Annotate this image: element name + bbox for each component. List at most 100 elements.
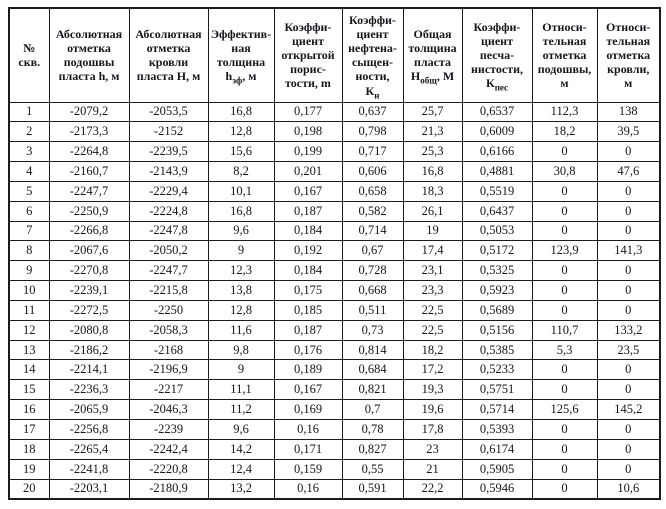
cell-open-porosity: 0,187 [273, 319, 343, 341]
cell-oil-saturation: 0,637 [341, 101, 404, 123]
cell-abs-mark-top: -2053,5 [128, 101, 209, 123]
cell-rel-mark-bottom: 0 [531, 141, 598, 163]
cell-oil-saturation: 0,73 [341, 319, 404, 341]
cell-oil-saturation: 0,668 [341, 280, 404, 301]
cell-open-porosity: 0,167 [273, 379, 343, 401]
table-row: 2 -2173,3 -2152 12,8 0,198 0,798 21,3 0,6009 18,… [8, 121, 661, 143]
cell-rel-mark-bottom: 0 [531, 458, 598, 480]
cell-abs-mark-top: -2247,7 [128, 260, 209, 282]
cell-abs-mark-bottom: -2067,6 [48, 240, 130, 262]
cell-rel-mark-top: 0 [596, 220, 661, 242]
cell-oil-saturation: 0,591 [341, 478, 404, 500]
table-row: 16 -2065,9 -2046,3 11,2 0,169 0,7 19,6 0,5714 12… [8, 399, 661, 420]
table-row: 11 -2272,5 -2250 12,8 0,185 0,511 22,5 0,5689 0 0 [8, 299, 661, 321]
cell-total-thickness: 17,2 [402, 359, 463, 381]
cell-total-thickness: 17,8 [402, 419, 463, 440]
cell-total-thickness: 18,2 [402, 339, 463, 361]
cell-rel-mark-top: 0 [596, 299, 661, 321]
cell-open-porosity: 0,176 [273, 339, 343, 361]
cell-abs-mark-top: -2239,5 [128, 141, 209, 163]
cell-oil-saturation: 0,582 [341, 200, 404, 222]
table-row: 5 -2247,7 -2229,4 10,1 0,167 0,658 18,3 0,5519 0… [8, 180, 661, 202]
cell-well-no: 16 [8, 399, 50, 420]
cell-eff-thickness: 16,8 [207, 101, 275, 123]
cell-total-thickness: 26,1 [402, 200, 463, 222]
table-row: 4 -2160,7 -2143,9 8,2 0,201 0,606 16,8 0,4881 30… [8, 161, 661, 182]
cell-oil-saturation: 0,717 [341, 141, 404, 163]
cell-abs-mark-top: -2217 [128, 379, 209, 401]
cell-well-no: 1 [8, 101, 50, 123]
cell-rel-mark-top: 145,2 [596, 399, 661, 420]
cell-rel-mark-bottom: 0 [531, 419, 598, 440]
cell-rel-mark-top: 0 [596, 280, 661, 301]
cell-rel-mark-top: 0 [596, 141, 661, 163]
cell-oil-saturation: 0,606 [341, 161, 404, 182]
cell-well-no: 4 [8, 161, 50, 182]
cell-oil-saturation: 0,78 [341, 419, 404, 440]
header-row: № скв. Абсолютная отметка подошвы пласта … [8, 7, 661, 103]
table-row: 9 -2270,8 -2247,7 12,3 0,184 0,728 23,1 0,5325 0… [8, 260, 661, 282]
table-row: 13 -2186,2 -2168 9,8 0,176 0,814 18,2 0,5385 5,3… [8, 339, 661, 361]
cell-rel-mark-bottom: 0 [531, 359, 598, 381]
cell-total-thickness: 25,3 [402, 141, 463, 163]
cell-abs-mark-top: -2247,8 [128, 220, 209, 242]
header-subscript: пес [494, 82, 508, 93]
cell-open-porosity: 0,185 [273, 299, 343, 321]
cell-open-porosity: 0,177 [273, 101, 343, 123]
column-header-abs-mark-top: Абсолютная отметка кровли пласта Н, м [128, 7, 209, 103]
cell-abs-mark-top: -2215,8 [128, 280, 209, 301]
cell-abs-mark-bottom: -2160,7 [48, 161, 130, 182]
cell-total-thickness: 23,3 [402, 280, 463, 301]
cell-sandiness: 0,5325 [461, 260, 533, 282]
cell-abs-mark-bottom: -2241,8 [48, 458, 130, 480]
cell-abs-mark-bottom: -2079,2 [48, 101, 130, 123]
cell-total-thickness: 23,1 [402, 260, 463, 282]
cell-sandiness: 0,5714 [461, 399, 533, 420]
cell-rel-mark-top: 0 [596, 458, 661, 480]
cell-oil-saturation: 0,814 [341, 339, 404, 361]
cell-eff-thickness: 11,2 [207, 399, 275, 420]
cell-abs-mark-bottom: -2173,3 [48, 121, 130, 143]
cell-rel-mark-bottom: 0 [531, 379, 598, 401]
cell-abs-mark-bottom: -2265,4 [48, 438, 130, 460]
cell-abs-mark-top: -2058,3 [128, 319, 209, 341]
cell-eff-thickness: 9 [207, 240, 275, 262]
cell-sandiness: 0,5923 [461, 280, 533, 301]
cell-total-thickness: 19,3 [402, 379, 463, 401]
cell-rel-mark-top: 0 [596, 379, 661, 401]
cell-abs-mark-bottom: -2203,1 [48, 478, 130, 500]
cell-rel-mark-bottom: 123,9 [531, 240, 598, 262]
cell-abs-mark-bottom: -2186,2 [48, 339, 130, 361]
cell-rel-mark-bottom: 18,2 [531, 121, 598, 143]
table-row: 14 -2214,1 -2196,9 9 0,189 0,684 17,2 0,5233 0 0 [8, 359, 661, 381]
cell-abs-mark-bottom: -2270,8 [48, 260, 130, 282]
cell-abs-mark-top: -2046,3 [128, 399, 209, 420]
cell-abs-mark-bottom: -2272,5 [48, 299, 130, 321]
cell-eff-thickness: 11,6 [207, 319, 275, 341]
cell-total-thickness: 16,8 [402, 161, 463, 182]
cell-eff-thickness: 9,6 [207, 419, 275, 440]
table-row: 10 -2239,1 -2215,8 13,8 0,175 0,668 23,3 0,5923… [8, 280, 661, 301]
cell-open-porosity: 0,169 [273, 399, 343, 420]
column-header-total-thickness: Общая толщина пласта Нобщ, М [402, 7, 463, 103]
cell-abs-mark-bottom: -2264,8 [48, 141, 130, 163]
cell-abs-mark-bottom: -2236,3 [48, 379, 130, 401]
cell-open-porosity: 0,16 [273, 478, 343, 500]
cell-rel-mark-top: 23,5 [596, 339, 661, 361]
cell-well-no: 7 [8, 220, 50, 242]
cell-sandiness: 0,6537 [461, 101, 533, 123]
cell-sandiness: 0,4881 [461, 161, 533, 182]
cell-sandiness: 0,6174 [461, 438, 533, 460]
cell-well-no: 2 [8, 121, 50, 143]
cell-eff-thickness: 12,3 [207, 260, 275, 282]
cell-rel-mark-bottom: 0 [531, 299, 598, 321]
cell-oil-saturation: 0,684 [341, 359, 404, 381]
cell-abs-mark-top: -2224,8 [128, 200, 209, 222]
cell-oil-saturation: 0,728 [341, 260, 404, 282]
cell-open-porosity: 0,175 [273, 280, 343, 301]
cell-abs-mark-bottom: -2266,8 [48, 220, 130, 242]
table-row: 15 -2236,3 -2217 11,1 0,167 0,821 19,3 0,5751 0 0 [8, 379, 661, 401]
cell-abs-mark-bottom: -2065,9 [48, 399, 130, 420]
cell-rel-mark-bottom: 0 [531, 200, 598, 222]
